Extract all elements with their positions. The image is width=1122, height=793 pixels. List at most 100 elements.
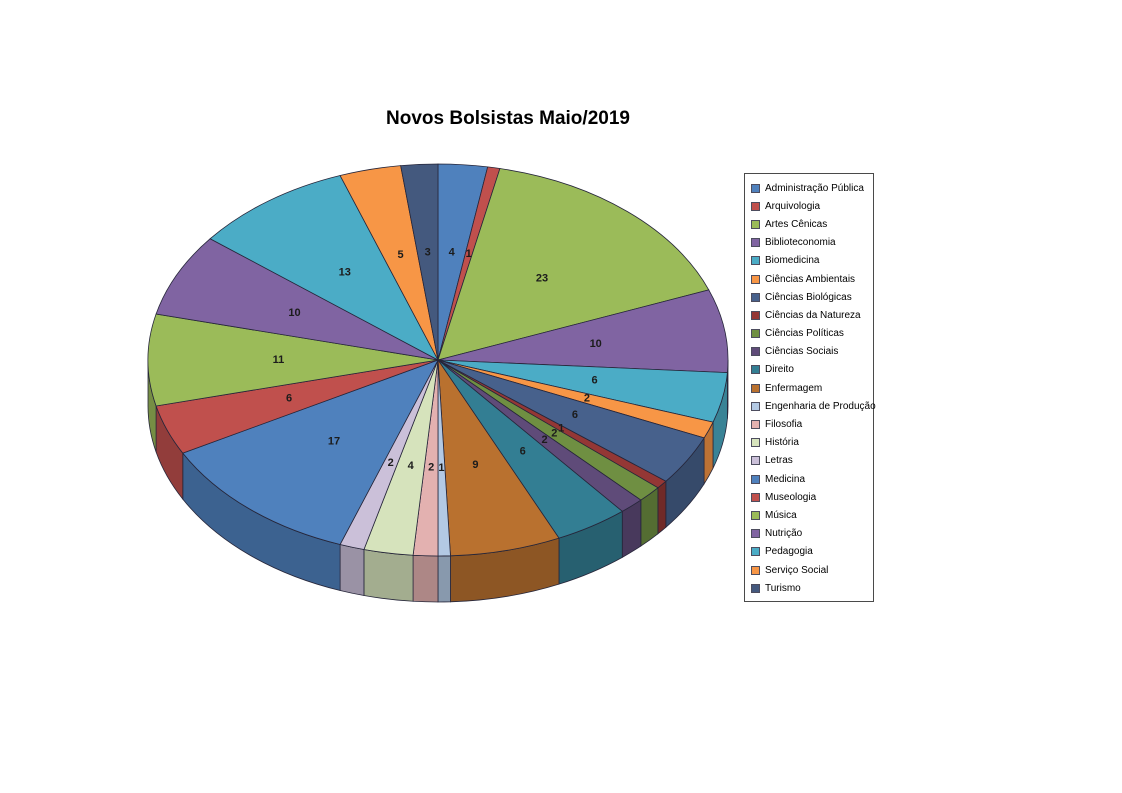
legend-swatch [751,420,760,430]
legend-swatch [751,529,760,539]
legend-swatch [751,383,760,393]
legend-item-label: Arquivologia [765,200,821,212]
slice-value-label: 10 [288,307,300,319]
legend-item: Ciências Sociais [751,343,871,361]
legend-item-label: Biblioteconomia [765,237,836,249]
legend-item-label: Ciências Políticas [765,328,844,340]
pie-slice-side [339,543,365,596]
pie-slice [209,175,439,361]
legend-swatch [751,238,760,248]
pie-slice [437,289,729,374]
legend-item: Medicina [751,470,871,488]
legend-swatch [751,510,760,520]
slice-value-label: 4 [408,460,415,472]
slice-value-label: 6 [520,445,526,457]
legend-item-label: Nutrição [765,528,803,540]
slice-value-label: 1 [558,422,564,434]
legend-item-label: Pedagogia [765,546,813,558]
pie-slice-side [412,554,439,603]
slice-value-label: 17 [328,436,340,448]
legend-item: Serviço Social [751,561,871,579]
legend-swatch [751,401,760,411]
legend-swatch [751,219,760,229]
legend-item: Letras [751,452,871,470]
legend-item-label: Ciências Biológicas [765,291,852,303]
pie-slice-side [437,555,451,603]
legend-item: Direito [751,361,871,379]
legend-swatch [751,274,760,284]
legend-item: Biomedicina [751,252,871,270]
pie-slice-side [657,480,667,535]
slice-value-label: 5 [398,249,404,261]
slice-value-label: 2 [584,393,590,405]
legend-item-label: Artes Cênicas [765,218,828,230]
legend-item-label: Ciências Ambientais [765,273,856,285]
slice-value-label: 9 [472,459,478,471]
legend-item-label: Ciências Sociais [765,346,839,358]
legend-item: Ciências da Natureza [751,306,871,324]
legend-item: Pedagogia [751,543,871,561]
legend-item: Administração Pública [751,179,871,197]
pie-slice [182,359,439,545]
legend-item: Biblioteconomia [751,234,871,252]
legend-item-label: Enfermagem [765,382,823,394]
legend-item-label: Museologia [765,491,817,503]
legend-item-label: História [765,437,799,449]
pie-slice [147,313,439,407]
legend-item-label: Biomedicina [765,255,820,267]
legend-item: Música [751,506,871,524]
legend-item-label: Filosofia [765,419,803,431]
legend-item: Filosofia [751,415,871,433]
legend-item: Ciências Políticas [751,325,871,343]
slice-value-label: 1 [438,462,444,474]
legend-item-label: Turismo [765,582,801,594]
slice-value-label: 13 [339,267,351,279]
chart-title: Novos Bolsistas Maio/2019 [386,108,630,129]
legend-item-label: Letras [765,455,793,467]
legend-swatch [751,183,760,193]
legend-item-label: Administração Pública [765,182,864,194]
legend-item: Enfermagem [751,379,871,397]
legend-item-label: Engenharia de Produção [765,400,876,412]
legend-item: Ciências Ambientais [751,270,871,288]
legend-swatch [751,583,760,593]
legend: Administração Pública Arquivologia Artes C… [744,173,876,603]
legend-swatch [751,565,760,575]
legend-item: Engenharia de Produção [751,397,876,415]
legend-item-label: Direito [765,364,794,376]
legend-swatch [751,365,760,375]
slice-value-label: 11 [273,354,285,366]
slice-value-label: 2 [551,428,557,440]
legend-item: Nutrição [751,525,871,543]
legend-item: Museologia [751,488,871,506]
legend-item-label: Serviço Social [765,564,829,576]
legend-swatch [751,201,760,211]
legend-item: Turismo [751,579,871,597]
legend-swatch [751,329,760,339]
pie-slice-side [363,549,414,602]
slice-value-label: 23 [536,272,548,284]
legend-item-label: Ciências da Natureza [765,309,861,321]
legend-swatch [751,292,760,302]
slice-value-label: 1 [466,248,472,260]
slice-value-label: 2 [388,457,394,469]
legend-item: Ciências Biológicas [751,288,871,306]
legend-item-label: Música [765,509,797,521]
legend-swatch [751,456,760,466]
slice-value-label: 6 [572,409,578,421]
legend-item: Arquivologia [751,197,871,215]
pie-slice [400,163,439,361]
pie-slice [155,238,439,361]
slice-value-label: 6 [591,375,597,387]
slice-value-label: 2 [428,462,434,474]
slice-value-label: 2 [541,434,547,446]
legend-swatch [751,438,760,448]
legend-swatch [751,547,760,557]
legend-swatch [751,347,760,357]
slice-value-label: 4 [449,247,456,259]
legend-swatch [751,256,760,266]
slice-value-label: 3 [425,246,431,258]
pie-slice [437,168,710,361]
